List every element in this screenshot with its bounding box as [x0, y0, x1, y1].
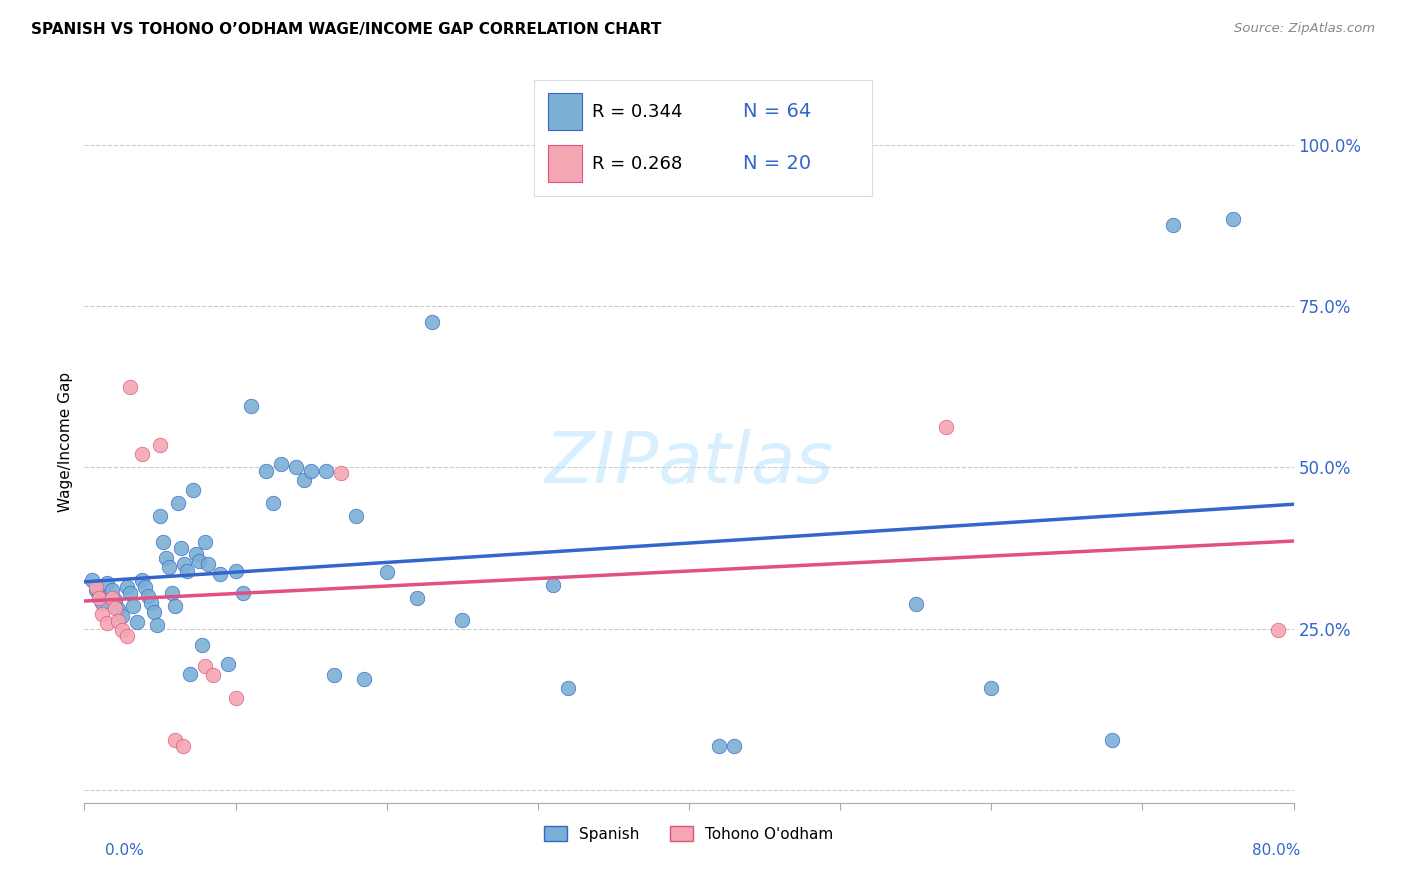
Point — [104, 601, 127, 615]
Point — [115, 580, 138, 594]
Text: SPANISH VS TOHONO O’ODHAM WAGE/INCOME GAP CORRELATION CHART: SPANISH VS TOHONO O’ODHAM WAGE/INCOME GA… — [31, 22, 661, 37]
Point — [262, 496, 284, 510]
Y-axis label: Wage/Income Gap: Wage/Income Gap — [58, 371, 73, 512]
Point — [239, 399, 262, 413]
Point — [270, 457, 292, 471]
Point — [100, 591, 122, 605]
Point — [155, 550, 177, 565]
Point — [160, 586, 183, 600]
Point — [292, 473, 315, 487]
Point — [201, 668, 224, 682]
Point — [165, 599, 187, 613]
Bar — [548, 145, 582, 182]
Point — [194, 659, 217, 673]
Legend: Spanish, Tohono O'odham: Spanish, Tohono O'odham — [537, 818, 841, 849]
Point — [111, 608, 134, 623]
Point — [146, 618, 169, 632]
Text: R = 0.268: R = 0.268 — [592, 155, 682, 173]
Point — [176, 564, 198, 578]
Point — [322, 668, 344, 682]
Point — [451, 613, 474, 627]
Bar — [548, 93, 582, 130]
Point — [170, 541, 193, 555]
Point — [217, 657, 239, 672]
Point — [172, 739, 194, 753]
Point — [186, 548, 208, 562]
Text: R = 0.344: R = 0.344 — [592, 103, 682, 120]
Point — [115, 629, 138, 643]
Point — [980, 681, 1002, 695]
Point — [346, 508, 368, 523]
Point — [904, 597, 927, 611]
Point — [96, 576, 118, 591]
Point — [139, 596, 162, 610]
Point — [157, 560, 180, 574]
Point — [299, 464, 322, 478]
Point — [191, 638, 214, 652]
Point — [127, 615, 149, 630]
Point — [165, 732, 187, 747]
Point — [91, 596, 114, 610]
Point — [188, 554, 211, 568]
Point — [935, 420, 957, 434]
Text: N = 64: N = 64 — [744, 102, 811, 121]
Point — [285, 460, 308, 475]
Point — [167, 496, 190, 510]
Point — [330, 466, 353, 480]
Point — [131, 573, 153, 587]
Point — [134, 580, 156, 594]
Point — [118, 380, 141, 394]
Point — [232, 586, 254, 600]
Point — [152, 534, 174, 549]
Point — [86, 582, 108, 597]
Point — [89, 591, 111, 605]
Point — [225, 691, 247, 706]
Point — [1267, 623, 1289, 637]
Point — [181, 483, 204, 497]
Point — [209, 566, 232, 581]
Point — [406, 591, 429, 605]
Point — [194, 534, 217, 549]
Point — [197, 557, 219, 571]
Point — [557, 681, 579, 695]
Point — [80, 573, 103, 587]
Point — [142, 606, 165, 620]
Point — [723, 739, 745, 753]
Point — [91, 607, 114, 622]
Point — [225, 564, 247, 578]
Point — [96, 616, 118, 631]
Point — [1101, 732, 1123, 747]
Point — [173, 557, 195, 571]
Point — [136, 590, 159, 604]
Point — [1222, 211, 1244, 226]
Text: 0.0%: 0.0% — [105, 843, 145, 858]
Text: N = 20: N = 20 — [744, 154, 811, 173]
Point — [107, 614, 129, 628]
Point — [353, 672, 375, 686]
Point — [1161, 219, 1184, 233]
Point — [254, 464, 277, 478]
Text: Source: ZipAtlas.com: Source: ZipAtlas.com — [1234, 22, 1375, 36]
Point — [131, 447, 153, 461]
Point — [100, 582, 122, 597]
Point — [179, 666, 201, 681]
Point — [149, 508, 172, 523]
Point — [420, 315, 443, 329]
Point — [111, 623, 134, 637]
Point — [375, 565, 398, 579]
Point — [121, 599, 143, 613]
Point — [315, 464, 337, 478]
Text: ZIPatlas: ZIPatlas — [544, 429, 834, 498]
Point — [541, 578, 564, 592]
Point — [709, 739, 731, 753]
Point — [86, 580, 108, 594]
Point — [107, 602, 129, 616]
Point — [89, 590, 111, 604]
Point — [104, 592, 127, 607]
Text: 80.0%: 80.0% — [1253, 843, 1301, 858]
Point — [118, 586, 141, 600]
Point — [149, 438, 172, 452]
